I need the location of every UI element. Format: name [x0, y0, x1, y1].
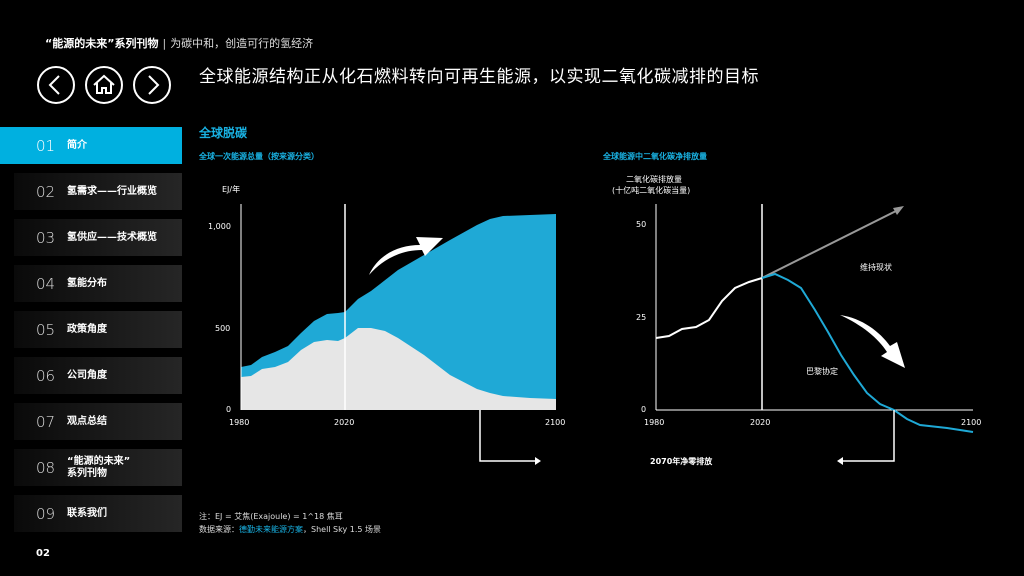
- publication-header: “能源的未来”系列刊物 | 为碳中和，创造可行的氢经济: [45, 35, 313, 51]
- energy-y-axis-label: EJ/年: [222, 185, 241, 194]
- emissions-y-tick-25: 25: [636, 313, 647, 322]
- sidebar-item-company[interactable]: 06 公司角度: [14, 357, 182, 394]
- emissions-y-tick-50: 50: [636, 220, 647, 229]
- energy-y-tick-0: 0: [226, 405, 232, 414]
- home-icon: [93, 74, 115, 94]
- sidebar-item-label: 公司角度: [67, 369, 107, 381]
- back-button[interactable]: [37, 66, 75, 104]
- sidebar-item-policy[interactable]: 05 政策角度: [14, 311, 182, 348]
- emissions-x-tick-2020: 2020: [750, 418, 771, 427]
- emissions-callout-line: [843, 410, 895, 462]
- sidebar-item-number: 06: [36, 366, 56, 385]
- sidebar-item-number: 01: [36, 136, 56, 155]
- footnote-unit: 注：EJ = 艾焦(Exajoule) = 1^18 焦耳: [199, 512, 343, 521]
- page-number: 02: [36, 548, 50, 559]
- net-zero-label: 2070年净零排放: [650, 457, 713, 466]
- up-arrow-icon: [369, 237, 443, 275]
- sidebar-item-hydrogen-demand[interactable]: 02 氢需求——行业概览: [14, 173, 182, 210]
- back-icon: [48, 75, 60, 95]
- emissions-line-chart: [655, 204, 974, 465]
- paris-agreement-line: [761, 272, 974, 433]
- sidebar-item-label-line2: 系列刊物: [67, 467, 107, 479]
- sidebar-item-number: 09: [36, 504, 56, 523]
- sidebar-item-contact[interactable]: 09 联系我们: [14, 495, 182, 532]
- source-link[interactable]: 德勤未来能源方案: [239, 525, 303, 534]
- sidebar-item-number: 07: [36, 412, 56, 431]
- emissions-x-tick-1980: 1980: [644, 418, 665, 427]
- sidebar-item-number: 03: [36, 228, 56, 247]
- section-title: 全球脱碳: [199, 126, 248, 140]
- sidebar-item-label: 观点总结: [67, 415, 107, 427]
- page-title: 全球能源结构正从化石燃料转向可再生能源，以实现二氧化碳减排的目标: [199, 67, 759, 87]
- sidebar-item-number: 08: [36, 458, 56, 477]
- sidebar-item-publications[interactable]: 08 “能源的未来” 系列刊物: [14, 449, 182, 486]
- status-quo-arrowhead-icon: [893, 206, 904, 215]
- sidebar-item-hydrogen-supply[interactable]: 03 氢供应——技术概览: [14, 219, 182, 256]
- series-name: “能源的未来”系列刊物: [45, 37, 159, 50]
- sidebar-item-label-line1: “能源的未来”: [67, 455, 131, 467]
- right-arrowhead-icon: [535, 457, 541, 465]
- energy-x-tick-1980: 1980: [229, 418, 250, 427]
- emissions-y-axis-label-2: (十亿吨二氧化碳当量): [612, 186, 691, 195]
- energy-y-tick-500: 500: [215, 324, 231, 333]
- sidebar-item-label: 简介: [67, 139, 87, 151]
- sidebar-item-label: 联系我们: [67, 507, 107, 519]
- emissions-y-tick-0: 0: [641, 405, 647, 414]
- sidebar-item-summary[interactable]: 07 观点总结: [14, 403, 182, 440]
- sidebar-item-label: 氢供应——技术概览: [67, 231, 157, 243]
- energy-x-tick-2020: 2020: [334, 418, 355, 427]
- sidebar-item-label: 政策角度: [67, 323, 107, 335]
- sidebar-item-number: 04: [36, 274, 56, 293]
- emissions-chart-title: 全球能源中二氧化碳净排放量: [603, 152, 707, 161]
- sidebar-item-label: “能源的未来” 系列刊物: [67, 456, 130, 480]
- header-subtitle: 为碳中和，创造可行的氢经济: [170, 37, 314, 50]
- sidebar-item-hydrogen-distribution[interactable]: 04 氢能分布: [14, 265, 182, 302]
- paris-agreement-label: 巴黎协定: [806, 367, 838, 376]
- emissions-y-axis-label-1: 二氧化碳排放量: [626, 175, 682, 184]
- home-button[interactable]: [85, 66, 123, 104]
- sidebar-item-number: 02: [36, 182, 56, 201]
- sidebar-item-number: 05: [36, 320, 56, 339]
- emissions-x-tick-2100: 2100: [961, 418, 982, 427]
- fossil-area: [241, 328, 556, 410]
- energy-y-tick-1000: 1,000: [208, 222, 231, 231]
- status-quo-label: 维持现状: [860, 263, 892, 272]
- left-arrowhead-icon: [837, 457, 843, 465]
- forward-button[interactable]: [133, 66, 171, 104]
- energy-chart-title: 全球一次能源总量（按来源分类）: [199, 152, 319, 161]
- down-arrow-icon: [840, 315, 905, 368]
- historical-line: [655, 277, 763, 339]
- header-separator: |: [162, 37, 167, 50]
- footnote-source: 数据来源：德勤未来能源方案，Shell Sky 1.5 场景: [199, 525, 382, 534]
- status-quo-line: [761, 208, 901, 279]
- energy-area-chart: [240, 204, 556, 465]
- sidebar-item-label: 氢能分布: [67, 277, 107, 289]
- sidebar-item-label: 氢需求——行业概览: [67, 185, 157, 197]
- energy-callout-line: [479, 410, 535, 462]
- energy-x-tick-2100: 2100: [545, 418, 566, 427]
- forward-icon: [148, 75, 160, 95]
- sidebar-item-intro[interactable]: 01 简介: [0, 127, 182, 164]
- footnote: 注：EJ = 艾焦(Exajoule) = 1^18 焦耳 数据来源：德勤未来能…: [199, 510, 381, 536]
